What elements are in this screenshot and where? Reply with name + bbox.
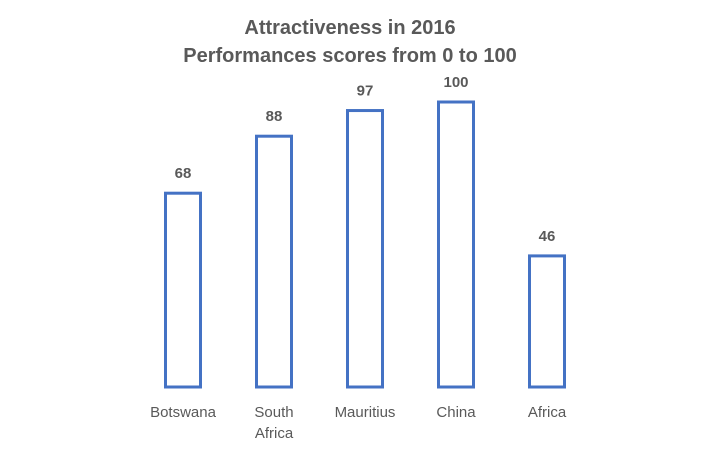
x-tick-label-4-0: Africa: [528, 404, 567, 421]
bars-group: [164, 100, 566, 389]
bar-1: [255, 134, 293, 389]
x-tick-label-2-0: Mauritius: [335, 404, 396, 421]
chart-title-line-2: Performances scores from 0 to 100: [183, 45, 517, 67]
data-labels-group: 68 88 97 100 46: [175, 74, 556, 245]
bar-4: [528, 254, 566, 389]
x-tick-label-1-0: South: [254, 404, 293, 421]
chart-title-line-1: Attractiveness in 2016: [244, 17, 455, 39]
x-tick-label-0-0: Botswana: [150, 404, 217, 421]
x-tick-label-1-1: Africa: [255, 425, 294, 442]
bar-3: [437, 100, 475, 389]
x-tick-label-3-0: China: [436, 404, 476, 421]
bar-0: [164, 191, 202, 389]
data-label-3: 100: [443, 74, 468, 91]
data-label-1: 88: [266, 108, 283, 125]
data-label-2: 97: [357, 83, 374, 100]
x-tick-labels-group: Botswana South Africa Mauritius China Africa: [150, 404, 567, 442]
data-label-0: 68: [175, 165, 192, 182]
bar-2: [346, 109, 384, 389]
data-label-4: 46: [539, 228, 556, 245]
